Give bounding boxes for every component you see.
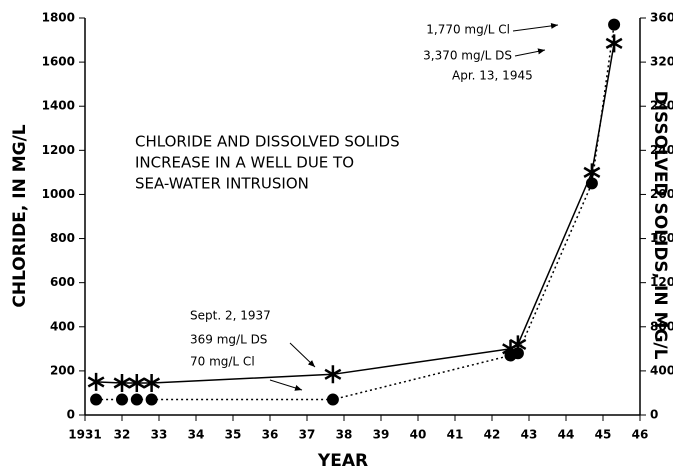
y2-tick-label: 3600 bbox=[650, 11, 673, 25]
x-axis-label: YEAR bbox=[317, 451, 368, 471]
y2-axis-label: DISSOLVED SOLIDS, IN MG/L bbox=[650, 91, 670, 360]
x-tick-label: 36 bbox=[262, 428, 279, 442]
y-tick-label: 1400 bbox=[42, 99, 75, 113]
point bbox=[116, 393, 128, 406]
point bbox=[87, 372, 105, 391]
point bbox=[145, 393, 158, 406]
series-line bbox=[96, 24, 615, 401]
y2-tick-label: 400 bbox=[650, 363, 673, 377]
y2-tick-label: 1200 bbox=[650, 275, 673, 289]
point bbox=[608, 18, 621, 31]
series-line bbox=[96, 43, 615, 384]
y-tick-label: 1600 bbox=[42, 55, 75, 69]
y-tick-label: 800 bbox=[50, 231, 75, 245]
point bbox=[113, 374, 131, 393]
x-tick-label: 39 bbox=[373, 428, 390, 442]
y2-tick-label: 1600 bbox=[650, 231, 673, 245]
x-tick-label: 35 bbox=[225, 428, 242, 442]
x-tick-label: 42 bbox=[484, 428, 501, 442]
y2-tick-label: 0 bbox=[650, 408, 658, 422]
point bbox=[324, 365, 342, 384]
y-tick-label: 1800 bbox=[42, 11, 75, 25]
y2-tick-label: 800 bbox=[650, 319, 673, 333]
x-tick-label: 32 bbox=[114, 428, 131, 442]
annotation: CHLORIDE AND DISSOLVED SOLIDS bbox=[135, 133, 400, 151]
x-tick-label: 37 bbox=[299, 428, 316, 442]
y-axis-label: CHLORIDE, IN MG/L bbox=[10, 124, 30, 307]
annotation: INCREASE IN A WELL DUE TO bbox=[135, 154, 354, 172]
x-tick-label: 38 bbox=[336, 428, 353, 442]
point bbox=[605, 34, 623, 53]
x-tick-label: 44 bbox=[558, 428, 575, 442]
point bbox=[509, 335, 527, 354]
x-tick-label: 43 bbox=[521, 428, 538, 442]
annotation: SEA-WATER INTRUSION bbox=[135, 175, 309, 193]
y-tick-label: 1000 bbox=[42, 187, 75, 201]
x-tick-label: 40 bbox=[410, 428, 427, 442]
y2-tick-label: 2800 bbox=[650, 99, 673, 113]
annotation: Apr. 13, 1945 bbox=[452, 69, 533, 83]
x-tick-label: 33 bbox=[151, 428, 168, 442]
point bbox=[326, 393, 339, 406]
y-tick-label: 0 bbox=[67, 408, 75, 422]
point bbox=[128, 374, 146, 393]
y2-tick-label: 2000 bbox=[650, 187, 673, 201]
annotation: Sept. 2, 1937 bbox=[190, 309, 271, 323]
y-tick-label: 200 bbox=[50, 363, 75, 377]
y-tick-label: 600 bbox=[50, 275, 75, 289]
point bbox=[90, 393, 103, 406]
point bbox=[143, 374, 161, 393]
arrows bbox=[269, 22, 559, 391]
point bbox=[583, 163, 601, 182]
x-tick-label: 1931 bbox=[68, 428, 101, 442]
y-tick-label: 400 bbox=[50, 319, 75, 333]
x-tick-label: 34 bbox=[188, 428, 205, 442]
annotation: 3,370 mg/L DS bbox=[423, 49, 512, 63]
annotation: 1,770 mg/L Cl bbox=[426, 23, 510, 37]
point bbox=[130, 393, 143, 406]
annotation: 70 mg/L Cl bbox=[190, 355, 255, 369]
annotation: 369 mg/L DS bbox=[190, 333, 267, 347]
y2-tick-label: 3200 bbox=[650, 55, 673, 69]
x-tick-label: 45 bbox=[595, 428, 612, 442]
y-tick-label: 1200 bbox=[42, 143, 75, 157]
x-tick-label: 46 bbox=[632, 428, 649, 442]
x-tick-label: 41 bbox=[447, 428, 464, 442]
y2-tick-label: 2400 bbox=[650, 143, 673, 157]
